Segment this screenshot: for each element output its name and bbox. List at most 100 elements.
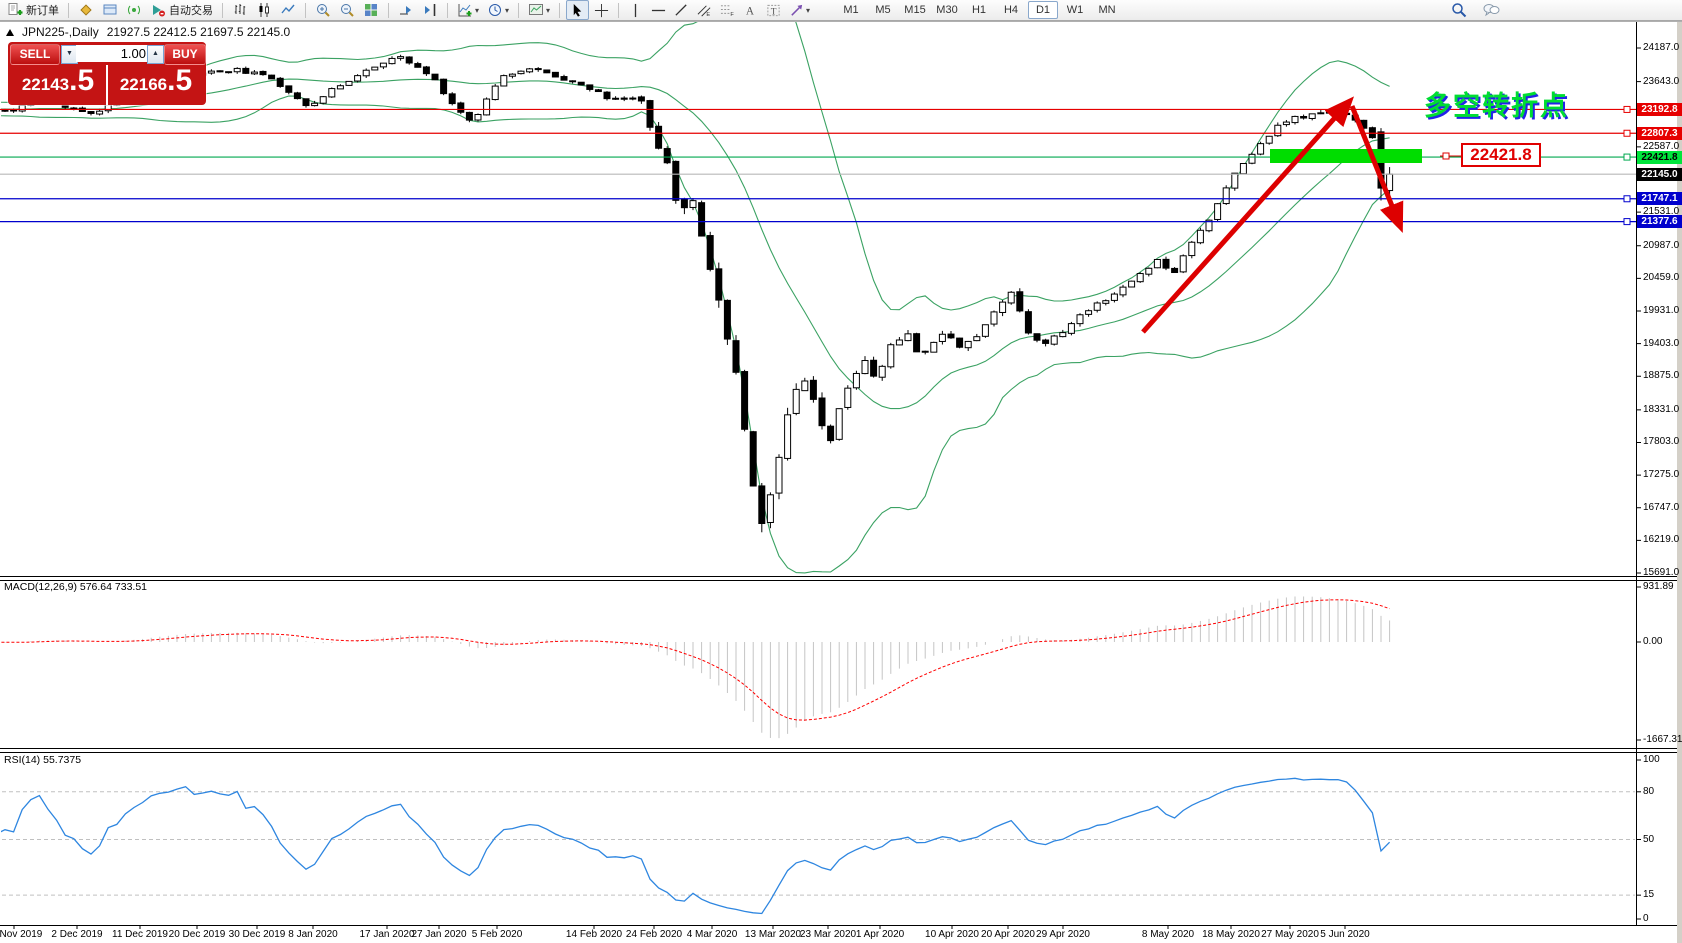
macd-pane-bottom-border[interactable] — [0, 748, 1682, 749]
timeframe-button-w1[interactable]: W1 — [1066, 4, 1084, 16]
price-level-tag: 22807.3 — [1637, 126, 1682, 140]
date-axis-label[interactable]: 2 Dec 2019 — [51, 929, 103, 940]
sell-button[interactable]: SELL — [10, 44, 60, 65]
date-axis-label[interactable]: 11 Dec 2019 — [112, 929, 168, 940]
zoom-out-button[interactable] — [336, 1, 358, 19]
timeframe-button-mn[interactable]: MN — [1098, 4, 1116, 16]
signals-button[interactable] — [123, 1, 145, 19]
price-tick-label[interactable]: 18331.0 — [1643, 403, 1680, 415]
trendline-tool-button[interactable] — [671, 1, 692, 19]
macd-pane-top-border[interactable] — [0, 580, 1682, 581]
date-axis-label[interactable]: 13 Mar 2020 — [744, 929, 802, 940]
date-axis-label[interactable]: 4 Mar 2020 — [686, 929, 738, 940]
rsi-pane-top-border[interactable] — [0, 752, 1682, 753]
macd-tick-label[interactable]: 0.00 — [1643, 636, 1663, 647]
price-tick-label[interactable]: 19931.0 — [1643, 304, 1680, 316]
volume-increase-button[interactable]: ▲ — [147, 45, 164, 64]
arrows-tool-button[interactable]: ▾ — [786, 1, 813, 19]
price-tick-label[interactable]: 22587.0 — [1643, 140, 1680, 152]
tile-windows-button[interactable] — [360, 1, 382, 19]
timeframe-button-m30[interactable]: M30 — [936, 4, 958, 16]
date-axis-label[interactable]: 30 Dec 2019 — [228, 929, 286, 940]
chart-shift-button[interactable] — [419, 1, 441, 19]
candlestick-mode-button[interactable] — [253, 1, 275, 19]
date-axis-label[interactable]: 29 Apr 2020 — [1036, 929, 1090, 940]
date-axis-label[interactable]: 23 Mar 2020 — [799, 929, 857, 940]
price-tick-label[interactable]: 17803.0 — [1643, 436, 1680, 448]
price-tick-label[interactable]: 16747.0 — [1643, 501, 1680, 513]
crosshair-tool-button[interactable] — [591, 1, 612, 19]
templates-button[interactable]: ▾ — [525, 1, 553, 19]
price-tick-label[interactable]: 16219.0 — [1643, 534, 1680, 546]
chart-template-icon — [529, 4, 544, 15]
text-tool-button[interactable]: A — [740, 1, 761, 19]
price-tick-label[interactable]: 15691.0 — [1643, 566, 1680, 578]
date-axis-label[interactable]: 8 Jan 2020 — [288, 929, 338, 940]
date-axis-label[interactable]: 17 Jan 2020 — [359, 929, 415, 940]
date-axis-label[interactable]: 5 Feb 2020 — [471, 929, 523, 940]
timeframe-button-d1[interactable]: D1 — [1028, 1, 1058, 19]
chat-button[interactable] — [1480, 1, 1503, 19]
market-watch-button[interactable] — [99, 1, 121, 19]
price-tick-label[interactable]: 18875.0 — [1643, 370, 1680, 382]
timeframe-button-m5[interactable]: M5 — [875, 4, 891, 16]
buy-price[interactable]: 22166 .5 — [108, 66, 204, 103]
date-axis-label[interactable]: 27 May 2020 — [1261, 929, 1319, 940]
price-callout-box[interactable]: 22421.8 — [1461, 143, 1541, 167]
price-tick-label[interactable]: 19403.0 — [1643, 337, 1680, 349]
search-button[interactable] — [1448, 1, 1470, 19]
date-axis-label[interactable]: 8 May 2020 — [1141, 929, 1195, 940]
price-tick-label[interactable]: 23643.0 — [1643, 75, 1680, 87]
fibonacci-tool-button[interactable]: F — [717, 1, 738, 19]
indicators-button[interactable]: ▾ — [454, 1, 482, 19]
bar-chart-mode-button[interactable] — [229, 1, 251, 19]
vertical-line-tool-button[interactable] — [625, 1, 646, 19]
date-axis-label[interactable]: 1 Apr 2020 — [855, 929, 905, 940]
chevron-down-icon: ▾ — [546, 5, 551, 15]
rsi-tick-label[interactable]: 50 — [1643, 833, 1655, 845]
rsi-tick-label[interactable]: 15 — [1643, 889, 1655, 901]
date-axis-label[interactable]: 24 Feb 2020 — [625, 929, 683, 940]
horizontal-line-tool-button[interactable] — [648, 1, 669, 19]
date-axis-label[interactable]: 5 Jun 2020 — [1320, 929, 1370, 940]
rsi-tick-label[interactable]: 100 — [1643, 754, 1660, 765]
timeframe-button-h1[interactable]: H1 — [971, 4, 987, 16]
autotrading-button[interactable]: 自动交易 — [147, 1, 216, 19]
volume-input[interactable] — [76, 45, 150, 62]
macd-tick-label[interactable]: -1667.31 — [1643, 734, 1682, 745]
timeframe-button-m15[interactable]: M15 — [904, 4, 926, 16]
date-axis-label[interactable]: 14 Feb 2020 — [565, 929, 623, 940]
macd-tick-label[interactable]: 931.89 — [1643, 581, 1674, 592]
cursor-tool-button[interactable] — [566, 0, 590, 20]
date-axis-label[interactable]: 20 Apr 2020 — [981, 929, 1035, 940]
channel-tool-button[interactable]: E — [694, 1, 715, 19]
date-axis-label[interactable]: 10 Apr 2020 — [925, 929, 979, 940]
line-chart-mode-button[interactable] — [277, 1, 299, 19]
timeframe-button-m1[interactable]: M1 — [843, 4, 859, 16]
price-tick-label[interactable]: 24187.0 — [1643, 42, 1680, 53]
timeframe-button-h4[interactable]: H4 — [1003, 4, 1019, 16]
sell-price[interactable]: 22143 .5 — [10, 66, 106, 103]
new-order-label: 新订单 — [26, 5, 59, 17]
auto-scroll-button[interactable] — [395, 1, 417, 19]
date-axis-label[interactable]: 22 Nov 2019 — [0, 929, 43, 940]
turning-point-annotation[interactable]: 多空转折点 — [1424, 91, 1569, 121]
profiles-button[interactable] — [75, 1, 97, 19]
new-order-button[interactable]: 新订单 — [4, 1, 62, 19]
price-tick-label[interactable]: 21531.0 — [1643, 206, 1680, 218]
rsi-tick-label[interactable]: 80 — [1643, 785, 1655, 797]
rsi-tick-label[interactable]: 0 — [1643, 913, 1649, 924]
price-tick-label[interactable]: 20987.0 — [1643, 239, 1680, 251]
text-label-tool-button[interactable]: T — [763, 1, 784, 19]
periods-button[interactable]: ▾ — [484, 1, 512, 19]
date-axis-label[interactable]: 18 May 2020 — [1202, 929, 1260, 940]
buy-button[interactable]: BUY — [164, 44, 206, 65]
main-toolbar: 新订单 自动交易 — [0, 0, 1682, 21]
price-tick-label[interactable]: 17275.0 — [1643, 469, 1680, 481]
date-axis-label[interactable]: 27 Jan 2020 — [411, 929, 467, 940]
zoom-in-button[interactable] — [312, 1, 334, 19]
main-pane-bottom-border[interactable] — [0, 576, 1682, 577]
price-tick-label[interactable]: 20459.0 — [1643, 272, 1680, 284]
date-axis-label[interactable]: 20 Dec 2019 — [168, 929, 226, 940]
